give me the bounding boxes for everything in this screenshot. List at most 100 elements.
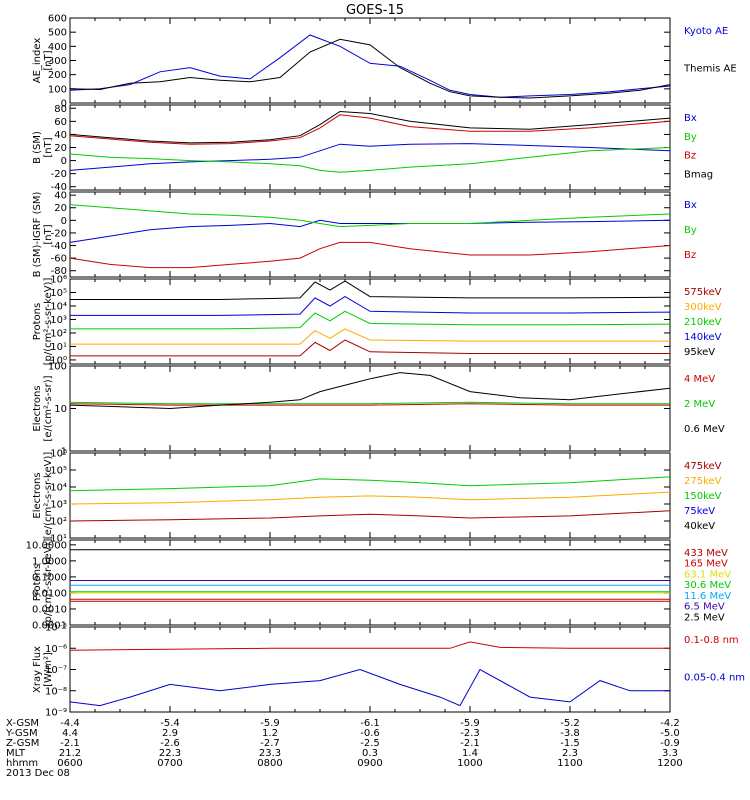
footer-value: 2.3 [562,748,578,759]
y-tick-label: 10² [50,328,67,339]
y-axis-label: [p/(cm²-s-sr-keV)] [43,278,54,366]
panel-frame [69,539,671,626]
series-line [69,110,671,144]
legend-entry: 0.6 MeV [684,424,725,435]
y-axis-label: Protons [32,303,43,340]
legend-entry: Bx [684,113,697,124]
series-line [70,339,670,357]
legend-entry: Themis AE [683,64,737,75]
series-line [69,641,670,651]
y-tick-label: 10⁴ [50,301,67,312]
legend-entry: 165 MeV [684,559,728,570]
footer-value: -5.4 [160,718,180,729]
footer-value: -6.1 [360,718,380,729]
legend-entry: 300keV [684,302,722,313]
y-axis-label: [p/(cm²-s-sr-keV)] [43,539,54,627]
y-tick-label: 10¹ [50,342,67,353]
footer-value: 3.3 [662,748,678,759]
y-axis-label: [e/(cm²-s-sr-keV)] [43,452,54,540]
footer-row-label: hhmm [6,758,38,769]
y-tick-label: 80 [54,104,67,115]
legend-entry: 210keV [684,317,722,328]
footer-value: -2.1 [60,738,80,749]
y-tick-label: -20 [51,169,67,180]
y-axis-label: Protons [32,564,43,601]
footer-value: 0800 [257,758,282,769]
footer-value: -2.1 [460,738,480,749]
footer-value: -5.0 [660,728,680,739]
series-line [69,219,671,243]
footer-value: 0600 [57,758,82,769]
legend-entry: 75keV [684,506,715,517]
legend-entry: 150keV [684,491,722,502]
footer-value: -5.9 [460,718,480,729]
panel-6: 10¹ 10² 10³ 10⁴ 10⁵ 10⁶ Electrons [e/(cm²-s-sr-… [32,449,722,545]
panel-2: -40 -20 0 20 40 60 80 B (SM) [nT] Bx By Bz Bmag [32,104,713,193]
y-tick-label: 10.0000 [26,540,67,551]
panel-7: 0.0001 0.0010 0.0100 0.1000 1.0000 10.0000 Pro… [26,539,732,632]
y-axis-label: Xray Flux [32,646,43,693]
y-tick-label: 200 [48,70,67,81]
y-tick-label: 10² [50,517,67,528]
footer-row-label: Y-GSM [5,728,38,739]
series-line [69,491,671,505]
y-tick-label: 0.1000 [32,572,67,583]
y-tick-label: 400 [48,42,67,53]
footer-value: -0.9 [660,738,680,749]
legend-entry: 475keV [684,461,722,472]
y-tick-label: 10⁻⁷ [45,665,67,676]
y-axis-label: [nT] [43,224,54,244]
y-tick-label: -40 [51,241,67,252]
legend-entry: 0.1-0.8 nm [684,635,739,646]
y-tick-label: 40 [54,130,67,141]
series-line [69,668,670,707]
y-axis-label: [e/(cm²-s-sr)] [43,375,54,441]
legend-entry: 11.6 MeV [684,591,731,602]
y-tick-label: 100 [48,84,67,95]
footer-value: 0900 [357,758,382,769]
footer-row-label: MLT [6,748,26,759]
panel-frame [69,626,671,713]
y-tick-label: 10⁶ [50,449,67,460]
legend-entry: By [684,225,697,236]
y-tick-label: 10⁻⁸ [45,686,67,697]
series-line [69,147,671,173]
panel-1: 0 100 200 300 400 500 600 AE_index [nT] Kyoto AE T… [32,14,737,110]
y-axis-label: B (SM) [32,131,43,164]
y-tick-label: 10⁵ [50,288,67,299]
y-tick-label: 500 [48,28,67,39]
y-tick-label: 1 [61,447,67,458]
legend-entry: 2.5 MeV [684,612,725,623]
legend-entry: 95keV [684,347,715,358]
footer-row-label: Z-GSM [6,738,39,749]
legend-entry: Kyoto AE [684,26,728,37]
footer-value: 2.9 [162,728,178,739]
legend-entry: 6.5 MeV [684,602,725,613]
y-tick-label: -80 [51,266,67,277]
y-tick-label: 10¹ [50,534,67,545]
footer-value: 1100 [557,758,582,769]
series-line [70,310,671,330]
date-label: 2013 Dec 08 [6,768,70,779]
footer-value: -4.4 [60,718,80,729]
footer-value: 23.3 [259,748,281,759]
footer-value: -2.3 [460,728,480,739]
series-line [69,34,671,98]
y-axis-label: AE_index [32,38,43,84]
y-tick-label: 0 [61,99,67,110]
legend-entry: 0.05-0.4 nm [684,673,745,684]
footer-value: 0700 [157,758,182,769]
y-tick-label: 10⁰ [50,355,67,366]
y-axis-label: Electrons [32,472,43,518]
footer-value: -0.6 [360,728,380,739]
y-tick-label: 0 [61,156,67,167]
y-axis-label: Electrons [32,385,43,431]
legend-entry: By [684,132,697,143]
y-tick-label: 10⁵ [50,466,67,477]
footer-value: -4.2 [660,718,680,729]
y-tick-label: 1.0000 [32,556,67,567]
y-tick-label: -60 [51,254,67,265]
y-tick-label: 40 [54,191,67,202]
y-tick-label: 10⁻⁶ [45,644,67,655]
footer-value: 4.4 [62,728,78,739]
